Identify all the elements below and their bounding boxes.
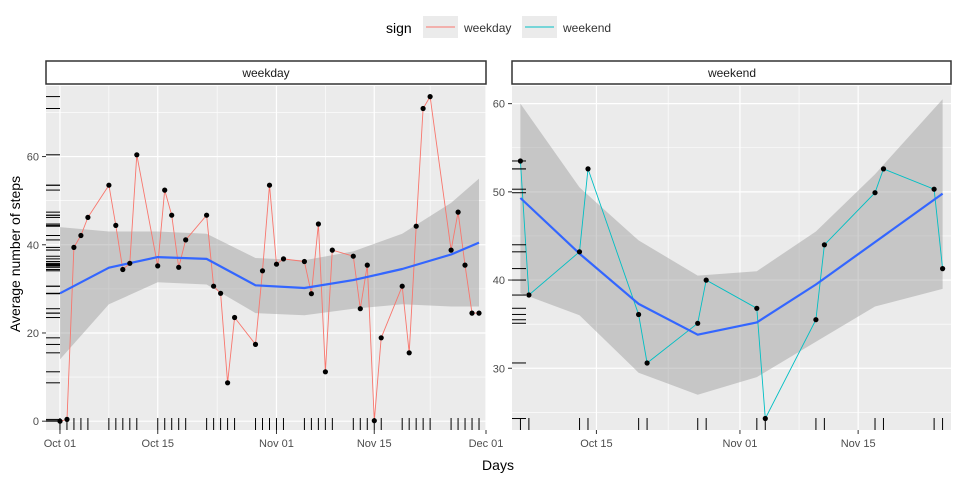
x-tick-label: Nov 15 [841, 438, 876, 450]
data-point [476, 310, 482, 316]
data-point [703, 277, 709, 283]
data-point [754, 305, 760, 311]
data-point [308, 291, 314, 297]
panel-background [46, 86, 486, 430]
data-point [644, 360, 650, 366]
data-point [106, 182, 112, 188]
y-tick-label: 30 [493, 363, 505, 375]
data-point [127, 260, 133, 266]
y-tick-label: 60 [493, 99, 505, 111]
x-axis-title: Days [482, 457, 514, 473]
data-point [357, 306, 363, 312]
data-point [576, 249, 583, 255]
data-point [585, 166, 591, 172]
data-point [273, 261, 280, 267]
data-point [931, 186, 937, 192]
data-point [155, 263, 161, 269]
series-line-weekend [519, 160, 944, 421]
data-point [280, 256, 287, 262]
y-tick-label: 50 [493, 187, 505, 199]
data-point [78, 232, 84, 239]
data-point [526, 292, 532, 298]
data-point [259, 268, 266, 274]
data-point [399, 283, 405, 289]
data-point [329, 247, 335, 253]
x-tick-label: Nov 01 [723, 438, 758, 450]
legend-label-weekday: weekday [463, 21, 511, 35]
data-point [350, 253, 356, 259]
data-point [322, 369, 328, 375]
data-point [85, 214, 91, 220]
y-tick-label: 40 [27, 240, 39, 252]
legend: sign weekday weekend [386, 16, 611, 38]
data-point [448, 247, 454, 253]
panel-strip-weekday [45, 60, 487, 85]
data-point [315, 221, 321, 227]
confidence-ribbon [60, 178, 479, 360]
x-tick-label: Nov 15 [357, 438, 392, 450]
data-point [204, 212, 210, 218]
x-tick-label: Oct 15 [142, 438, 174, 450]
data-point [880, 166, 887, 172]
data-point [406, 350, 412, 356]
confidence-ribbon [520, 99, 943, 395]
data-point [813, 317, 819, 323]
x-tick-label: Dec 01 [469, 438, 504, 450]
data-point [218, 290, 224, 296]
data-point [378, 335, 384, 341]
y-tick-label: 20 [27, 328, 39, 340]
data-point [821, 242, 828, 248]
data-point [455, 209, 461, 215]
data-point [134, 152, 140, 158]
panel-title-weekend: weekend [707, 66, 756, 80]
data-point [169, 212, 175, 218]
data-point [413, 223, 419, 229]
data-point [462, 262, 468, 268]
panel-weekend: 30 40 50 60 Oct 15 Nov 01 Nov 15 [493, 86, 951, 450]
panel-strip-weekend [511, 60, 952, 85]
data-point [364, 262, 370, 268]
data-point [162, 187, 168, 193]
panel-title-weekday: weekday [241, 66, 289, 80]
data-point [940, 266, 946, 272]
data-point [183, 237, 189, 243]
legend-label-weekend: weekend [562, 21, 611, 35]
data-point [252, 341, 259, 347]
x-tick-label: Oct 01 [44, 438, 76, 450]
x-tick-label: Nov 01 [259, 438, 294, 450]
data-point [211, 283, 217, 289]
data-point [301, 258, 307, 265]
data-point [176, 264, 182, 270]
data-point [636, 311, 642, 318]
data-point [695, 320, 701, 326]
y-axis-title: Average number of steps [7, 176, 23, 332]
y-tick-label: 0 [33, 416, 39, 428]
data-point [225, 380, 231, 386]
data-point [232, 314, 238, 321]
x-tick-label: Oct 15 [580, 438, 612, 450]
panel-weekday: 0 20 40 60 Oct 01 Oct 15 Nov 01 Nov 15 Dec 01 [27, 86, 504, 450]
data-point [266, 182, 273, 188]
data-point [420, 105, 426, 112]
data-point [427, 94, 433, 100]
legend-title: sign [386, 20, 412, 36]
y-tick-label: 40 [493, 275, 505, 287]
data-point [469, 310, 475, 316]
data-point [113, 222, 119, 228]
data-point [120, 266, 126, 273]
smooth-trend-line [59, 241, 480, 295]
smooth-trend-line [519, 192, 944, 336]
data-point [71, 244, 77, 250]
data-point [872, 190, 878, 196]
y-tick-label: 60 [27, 152, 39, 164]
